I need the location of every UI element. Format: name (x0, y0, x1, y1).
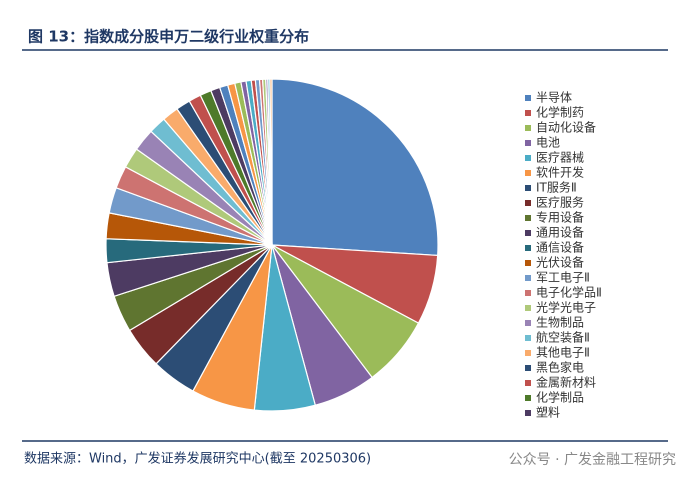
watermark: 公众号 · 广发金融工程研究 (509, 452, 676, 468)
legend-swatch (525, 215, 531, 221)
legend-label: 自动化设备 (536, 121, 596, 135)
legend-swatch (525, 110, 531, 116)
legend-label: 军工电子Ⅱ (536, 271, 590, 285)
legend-swatch (525, 200, 531, 206)
legend-label: 航空装备Ⅱ (536, 330, 590, 345)
pie-slice (269, 78, 273, 246)
legend-swatch (525, 275, 531, 281)
legend-label: 其他电子Ⅱ (536, 346, 590, 360)
legend-label: 金属新材料 (536, 375, 596, 390)
legend-label: 电子化学品Ⅱ (536, 285, 602, 300)
legend-swatch (525, 140, 531, 146)
legend-swatch (525, 245, 531, 251)
legend-swatch (525, 230, 531, 236)
legend-label: 塑料 (536, 405, 560, 420)
legend-label: 半导体 (536, 91, 572, 105)
source-note: 数据来源：Wind，广发证券发展研究中心(截至 20250306) (24, 451, 371, 467)
legend-swatch (525, 290, 531, 296)
legend-swatch (525, 185, 531, 191)
legend-swatch (525, 305, 531, 311)
legend-label: 专用设备 (536, 210, 584, 225)
legend-swatch (525, 350, 531, 356)
legend-swatch (525, 260, 531, 266)
legend-swatch (525, 410, 531, 416)
legend-swatch (525, 170, 531, 176)
legend-label: 软件开发 (536, 165, 584, 180)
legend-label: 化学制药 (536, 105, 584, 120)
legend-label: 医疗器械 (536, 150, 584, 165)
legend-swatch (525, 365, 531, 371)
chart-title: 图 13：指数成分股申万二级行业权重分布 (28, 28, 309, 46)
legend-label: 光学光电子 (536, 300, 596, 315)
pie-slice (271, 78, 439, 257)
legend-swatch (525, 335, 531, 341)
legend-label: 黑色家电 (536, 360, 584, 375)
legend-label: 化学制品 (536, 390, 584, 405)
legend-label: 电池 (536, 136, 560, 150)
legend-swatch (525, 380, 531, 386)
legend-swatch (525, 95, 531, 101)
legend-label: 光伏设备 (536, 256, 584, 270)
legend-label: 医疗服务 (536, 195, 584, 210)
legend-swatch (525, 155, 531, 161)
legend-label: 通用设备 (536, 226, 584, 240)
legend-label: 通信设备 (536, 241, 584, 255)
legend-label: 生物制品 (536, 316, 584, 330)
legend-swatch (525, 320, 531, 326)
legend-swatch (525, 125, 531, 131)
legend-label: IT服务Ⅱ (536, 180, 577, 195)
legend-swatch (525, 395, 531, 401)
